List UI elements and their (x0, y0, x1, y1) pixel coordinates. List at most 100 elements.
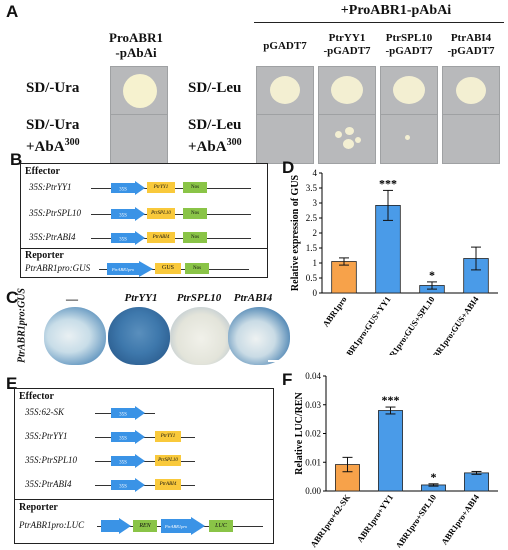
x-tick-label: ABR1pro:GUS+YY1 (341, 294, 393, 355)
promoter-arrow: 35S (111, 478, 145, 492)
col-header-ptrabi4-line2: -pGADT7 (447, 45, 495, 57)
y-tick-label: 1.5 (306, 243, 318, 253)
svg-text:35S: 35S (119, 485, 127, 490)
effector-row-ptryy1: 35S:PtrYY1 35S PtrYY1 (15, 427, 273, 447)
y-tick-label: 3 (313, 198, 318, 208)
plate-leu-ptrabi4 (442, 66, 500, 116)
colony (331, 76, 363, 104)
col-header-ptryy1: PtrYY1 -pGADT7 (312, 32, 382, 58)
effector-name: 35S:PtrYY1 (25, 431, 68, 441)
promoter-arrow: PtrABR1pro (161, 517, 205, 535)
terminator-box: Nos (183, 182, 207, 193)
plate-aba-ptryy1 (318, 114, 376, 164)
x-tick-label: ABR1pro+ABI4 (439, 492, 481, 547)
effector-name: 35S:PtrYY1 (29, 182, 72, 192)
aba-text: +AbA (188, 139, 227, 155)
effector-row-ptrabi4: 35S:PtrABI4 35S PtrABI4 (15, 475, 273, 495)
gene-box: PtrSPL10 (147, 208, 175, 219)
colony (393, 76, 425, 104)
panel-letter-a: A (6, 2, 19, 21)
col-header-ptrspl10-line2: -pGADT7 (385, 45, 433, 57)
aba-conc: 300 (226, 137, 242, 148)
significance-mark: *** (382, 393, 400, 407)
plate-aba-pgadt7 (256, 114, 314, 164)
x-tick-label: ABR1pro:GUS+ABI4 (427, 294, 481, 355)
reporter-title: Reporter (25, 250, 64, 261)
colony (343, 139, 354, 149)
svg-text:35S: 35S (119, 413, 127, 418)
colony (345, 127, 354, 135)
significance-mark: * (429, 268, 435, 282)
col-header-pgadt7: pGADT7 (250, 40, 320, 53)
leaf-ptryy1 (108, 307, 170, 365)
plate-ura (110, 66, 168, 116)
plate-ura-aba (110, 114, 168, 164)
y-tick-label: 2 (313, 228, 318, 238)
panel-letter-c: C (6, 288, 19, 307)
terminator-box: Nos (185, 263, 209, 274)
y-tick-label: 0 (313, 288, 318, 298)
col-header-pgadt7-text: pGADT7 (263, 40, 307, 52)
row2-label-left-line1: SD/-Ura (26, 117, 80, 133)
effector-name: 35S:PtrSPL10 (25, 455, 78, 465)
colony (335, 131, 342, 138)
x-tick-label: ABR1pro+SPL10 (393, 492, 438, 548)
promoter-arrow: PtrABR1pro (107, 261, 153, 277)
plate-leu-ptrspl10 (380, 66, 438, 116)
reporter-name: PtrABR1pro:GUS (25, 263, 91, 273)
luc-box: LUC (209, 520, 233, 532)
terminator-box: Nos (183, 232, 207, 243)
plate-aba-ptrabi4 (442, 114, 500, 164)
c-label-control: — (66, 292, 78, 306)
panel-letter-e: E (6, 374, 18, 393)
y-tick-label: 0.01 (305, 457, 321, 467)
col-header-ptrabi4: PtrABI4 -pGADT7 (436, 32, 506, 58)
significance-mark: *** (379, 176, 397, 190)
leaf-ptrabi4 (228, 307, 290, 365)
reporter-name: PtrABR1pro:LUC (19, 520, 85, 530)
plate-leu-pgadt7 (256, 66, 314, 116)
x-tick-label: ABR1pro+YY1 (355, 492, 395, 544)
reporter-title: Reporter (19, 502, 58, 513)
svg-text:PtrABR1pro: PtrABR1pro (164, 524, 188, 529)
y-tick-label: 3.5 (306, 183, 318, 193)
col-header-ptrabi4-line1: PtrABI4 (450, 32, 492, 44)
aba-text: +AbA (26, 139, 65, 155)
leaf-control (44, 307, 106, 365)
panel-letter-d: D (282, 158, 295, 177)
effector-name: 35S:PtrABI4 (29, 232, 76, 242)
backbone-line (95, 437, 195, 438)
svg-text:35S: 35S (119, 461, 127, 466)
plate-aba-ptrspl10 (380, 114, 438, 164)
promoter-arrow: 35S (111, 231, 145, 245)
promoter-arrow: 35S (111, 406, 145, 420)
c-label-ptrspl10: PtrSPL10 (176, 292, 222, 304)
row2-label-right-line1: SD/-Leu (188, 117, 242, 133)
gene-box: PtrABI4 (147, 232, 175, 243)
svg-text:35S: 35S (119, 188, 127, 193)
svg-text:35S: 35S (119, 437, 127, 442)
y-axis-label: Relative expression of GUS (290, 174, 301, 291)
effector-title: Effector (25, 166, 60, 177)
col-header-ptryy1-line1: PtrYY1 (328, 32, 366, 44)
effector-row-ptryy1: 35S:PtrYY1 35S PtrYY1 Nos (21, 178, 267, 198)
effector-name: 35S:62-SK (25, 407, 64, 417)
leaf-ptrspl10 (170, 307, 232, 365)
row2-label-right-line2: +AbA300 (188, 134, 242, 156)
svg-text:PtrABR1pro: PtrABR1pro (111, 267, 135, 272)
construct-box-e: Effector 35S:62-SK 35S 35S:PtrYY1 35S Pt… (14, 388, 274, 544)
col-header-line1: ProABR1 (109, 30, 163, 45)
y-tick-label: 0.02 (305, 429, 321, 439)
y-axis-label: Relative LUC/REN (294, 391, 305, 474)
effector-row-ptrspl10: 35S:PtrSPL10 35S PtrSPL10 (15, 451, 273, 471)
effector-name: 35S:PtrABI4 (25, 479, 72, 489)
construct-box-b: Effector 35S:PtrYY1 35S PtrYY1 Nos 35S:P… (20, 163, 268, 278)
c-side-label: PtrABR1pro:GUS (16, 288, 28, 364)
aba-conc: 300 (64, 137, 80, 148)
ren-box: REN (133, 520, 157, 532)
col-header-ptrspl10: PtrSPL10 -pGADT7 (374, 32, 444, 58)
row2-label-left: SD/-Ura +AbA300 (26, 116, 80, 156)
col-header-proabr1: ProABR1 -pAbAi (96, 30, 176, 60)
panel-letter-b: B (10, 150, 23, 169)
